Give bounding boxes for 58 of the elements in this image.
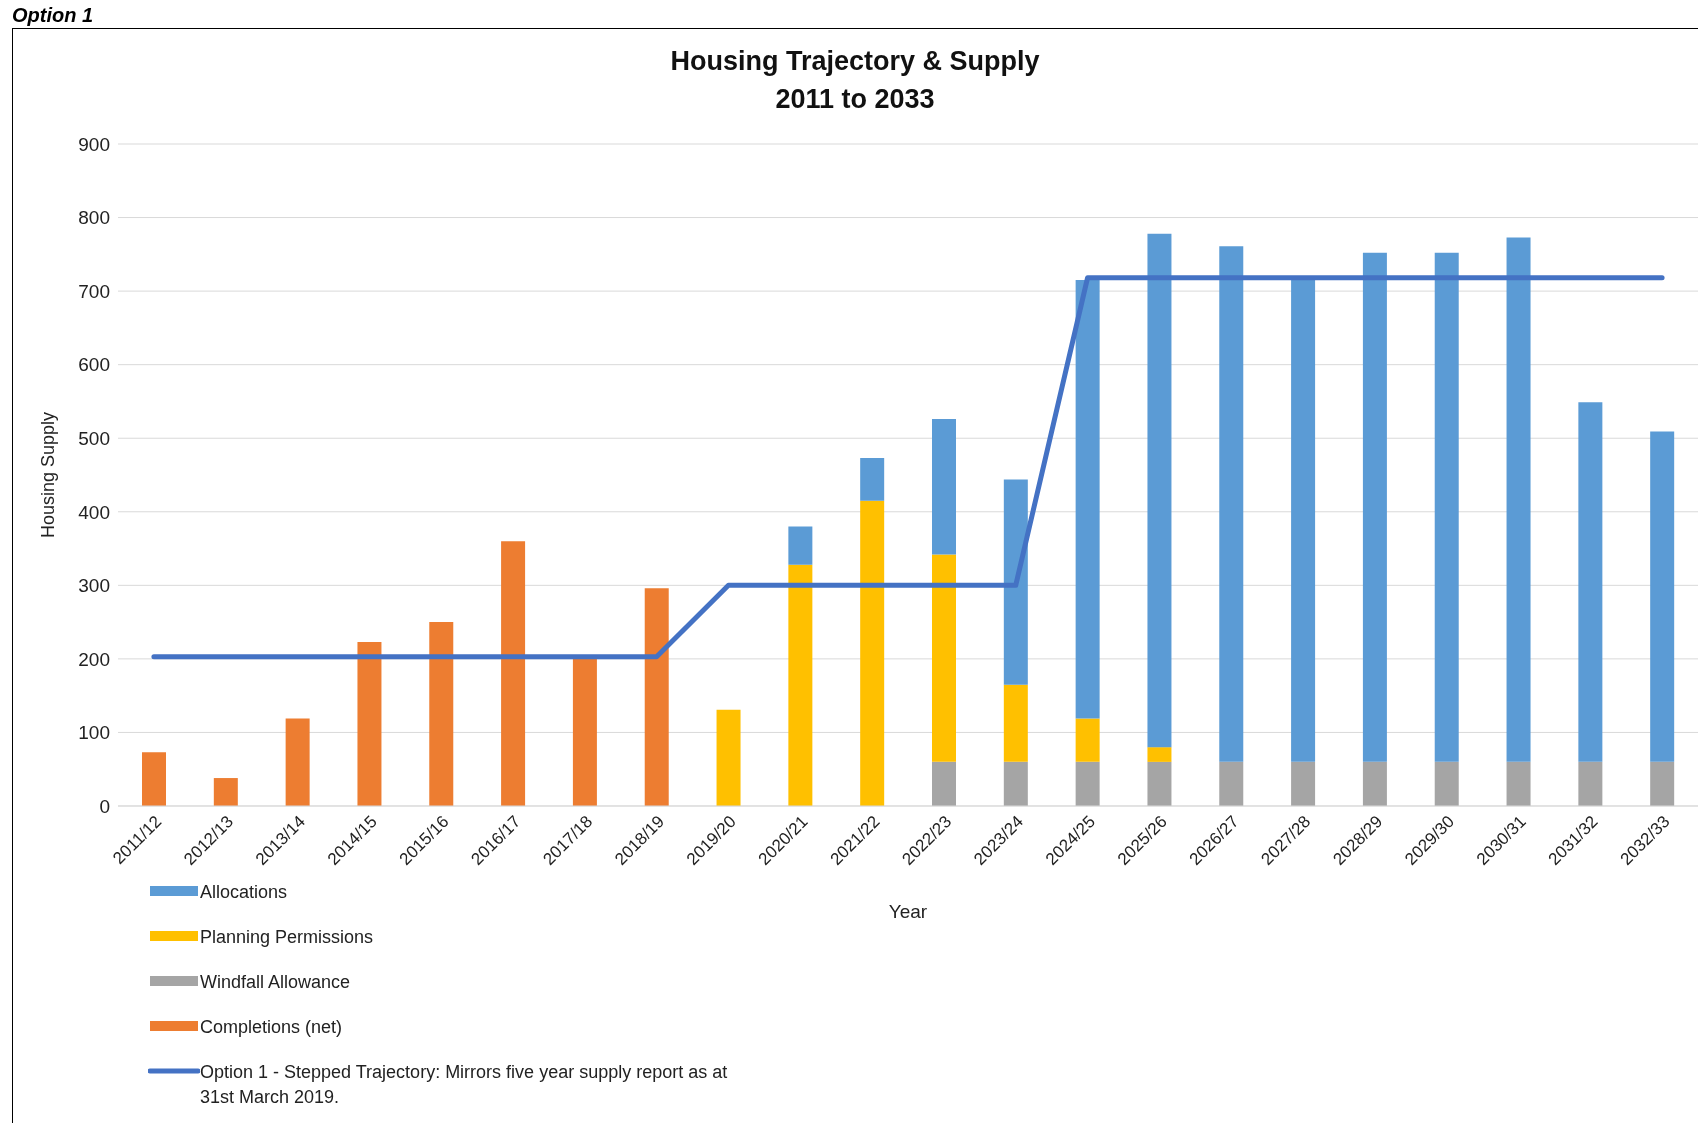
bar: [142, 752, 166, 806]
bar: [429, 622, 454, 806]
legend-label: Windfall Allowance: [200, 971, 351, 994]
bar: [1578, 402, 1603, 762]
bar: [1147, 747, 1172, 762]
bar: [932, 419, 956, 555]
bar: [1506, 761, 1531, 806]
chart-title: Housing Trajectory & Supply 2011 to 2033: [669, 45, 1041, 116]
x-axis-title: Year: [888, 901, 928, 922]
bar: [1219, 246, 1244, 762]
bar: [1578, 761, 1603, 806]
bar: [1147, 761, 1172, 806]
bar: [1650, 761, 1675, 806]
bar: [1003, 684, 1028, 762]
bar: [860, 458, 885, 501]
bar: [1219, 761, 1244, 806]
bar: [285, 718, 310, 806]
y-tick-label: 300: [78, 575, 110, 597]
bar: [644, 588, 669, 806]
bar: [1075, 761, 1100, 806]
y-axis-title: Housing Supply: [38, 411, 59, 539]
legend-label: Option 1 - Stepped Trajectory: Mirrors five year supply report as at 31st March 2019.: [200, 1061, 729, 1109]
bar: [1291, 277, 1316, 762]
bar: [1003, 761, 1028, 806]
bar: [501, 541, 526, 806]
bar: [1362, 252, 1387, 762]
y-tick-label: 700: [78, 280, 110, 302]
bar: [788, 526, 813, 565]
y-tick-label: 200: [78, 648, 110, 670]
legend-label: Completions (net): [200, 1016, 343, 1039]
bar: [932, 761, 956, 806]
bar: [788, 564, 813, 806]
bar: [1434, 761, 1459, 806]
y-tick-label: 900: [78, 133, 110, 155]
bar: [1434, 252, 1459, 762]
y-tick-label: 100: [78, 722, 110, 744]
bar: [357, 641, 382, 806]
bar: [1147, 233, 1172, 748]
bar: [572, 658, 597, 806]
bar: [1075, 280, 1100, 719]
bar: [1362, 761, 1387, 806]
bar: [1003, 479, 1028, 685]
legend-label: Planning Permissions: [200, 926, 374, 949]
bar: [1291, 761, 1316, 806]
y-tick-label: 800: [78, 207, 110, 229]
bar: [213, 778, 238, 806]
bar: [1506, 237, 1531, 762]
bar: [1075, 718, 1100, 762]
legend-label: Allocations: [200, 881, 288, 904]
y-tick-label: 400: [78, 501, 110, 523]
y-tick-label: 500: [78, 427, 110, 449]
text: Option 1: [12, 4, 94, 27]
bar: [716, 709, 741, 806]
bar: [1650, 431, 1675, 762]
bar: [932, 554, 956, 762]
y-tick-label: 600: [78, 354, 110, 376]
bar: [860, 500, 885, 806]
y-tick-label: 0: [99, 795, 110, 817]
